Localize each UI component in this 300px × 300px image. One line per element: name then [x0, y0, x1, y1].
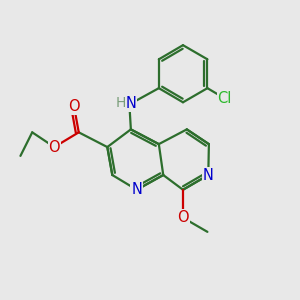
Text: O: O	[177, 210, 189, 225]
Text: Cl: Cl	[218, 91, 232, 106]
Text: N: N	[131, 182, 142, 197]
Text: N: N	[203, 167, 214, 182]
Text: O: O	[68, 99, 80, 114]
Text: N: N	[125, 96, 136, 111]
Text: O: O	[49, 140, 60, 154]
Text: H: H	[116, 96, 126, 110]
